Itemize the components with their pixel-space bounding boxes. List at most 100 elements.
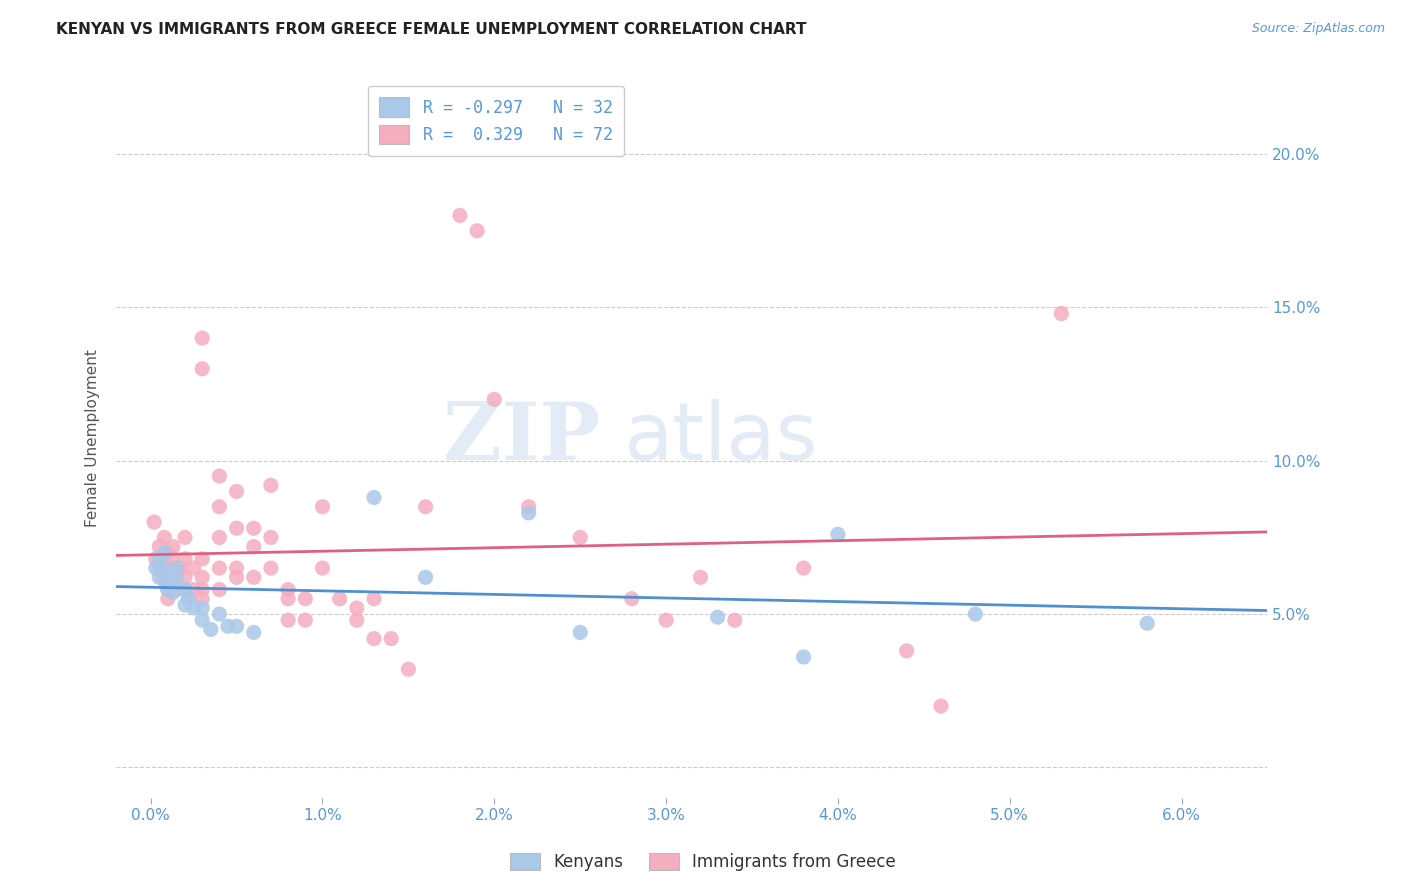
Point bbox=[191, 601, 214, 615]
Point bbox=[242, 570, 264, 584]
Point bbox=[965, 607, 987, 621]
Point bbox=[156, 561, 179, 575]
Point bbox=[174, 530, 197, 544]
Legend: Kenyans, Immigrants from Greece: Kenyans, Immigrants from Greece bbox=[502, 845, 904, 880]
Point bbox=[143, 515, 166, 529]
Point bbox=[156, 582, 179, 597]
Point bbox=[929, 699, 952, 714]
Point bbox=[174, 582, 197, 597]
Point bbox=[155, 576, 177, 591]
Point bbox=[242, 521, 264, 535]
Text: Source: ZipAtlas.com: Source: ZipAtlas.com bbox=[1251, 22, 1385, 36]
Point bbox=[145, 552, 167, 566]
Point bbox=[191, 582, 214, 597]
Point bbox=[569, 625, 592, 640]
Point bbox=[689, 570, 711, 584]
Point bbox=[793, 561, 815, 575]
Point bbox=[242, 540, 264, 554]
Point bbox=[148, 552, 170, 566]
Point bbox=[208, 607, 231, 621]
Point bbox=[517, 500, 540, 514]
Point bbox=[569, 530, 592, 544]
Point bbox=[174, 582, 197, 597]
Point bbox=[311, 500, 333, 514]
Point bbox=[148, 570, 170, 584]
Point bbox=[484, 392, 506, 407]
Point bbox=[177, 591, 200, 606]
Point bbox=[706, 610, 728, 624]
Point bbox=[260, 530, 283, 544]
Point bbox=[208, 561, 231, 575]
Point bbox=[1136, 616, 1159, 631]
Point bbox=[260, 561, 283, 575]
Point bbox=[191, 331, 214, 345]
Point bbox=[153, 546, 176, 560]
Point bbox=[160, 552, 183, 566]
Point bbox=[165, 567, 187, 582]
Point bbox=[724, 613, 747, 627]
Point bbox=[208, 582, 231, 597]
Text: atlas: atlas bbox=[623, 399, 817, 476]
Point bbox=[162, 540, 184, 554]
Point bbox=[153, 530, 176, 544]
Point bbox=[217, 619, 239, 633]
Point bbox=[148, 561, 170, 575]
Point bbox=[156, 591, 179, 606]
Point bbox=[380, 632, 402, 646]
Point bbox=[174, 552, 197, 566]
Point bbox=[191, 552, 214, 566]
Point bbox=[517, 506, 540, 520]
Point bbox=[225, 570, 247, 584]
Legend: R = -0.297   N = 32, R =  0.329   N = 72: R = -0.297 N = 32, R = 0.329 N = 72 bbox=[368, 86, 624, 156]
Point bbox=[225, 484, 247, 499]
Point bbox=[793, 650, 815, 665]
Point bbox=[160, 570, 183, 584]
Point bbox=[191, 591, 214, 606]
Point bbox=[165, 561, 187, 575]
Point bbox=[415, 500, 437, 514]
Point bbox=[191, 361, 214, 376]
Point bbox=[174, 570, 197, 584]
Point bbox=[200, 623, 222, 637]
Point bbox=[208, 530, 231, 544]
Point bbox=[165, 582, 187, 597]
Point bbox=[415, 570, 437, 584]
Point bbox=[242, 625, 264, 640]
Point bbox=[294, 613, 316, 627]
Point bbox=[329, 591, 352, 606]
Point bbox=[277, 582, 299, 597]
Point bbox=[277, 613, 299, 627]
Point bbox=[346, 601, 368, 615]
Point bbox=[363, 491, 385, 505]
Point bbox=[449, 209, 471, 223]
Point bbox=[465, 224, 488, 238]
Point bbox=[169, 561, 191, 575]
Text: ZIP: ZIP bbox=[443, 399, 600, 476]
Point bbox=[152, 561, 174, 575]
Point bbox=[346, 613, 368, 627]
Point bbox=[174, 598, 197, 612]
Point bbox=[156, 582, 179, 597]
Point bbox=[655, 613, 678, 627]
Point bbox=[896, 644, 918, 658]
Point bbox=[191, 570, 214, 584]
Point bbox=[225, 619, 247, 633]
Point bbox=[156, 567, 179, 582]
Point bbox=[152, 570, 174, 584]
Point bbox=[620, 591, 643, 606]
Point bbox=[183, 601, 205, 615]
Point bbox=[277, 591, 299, 606]
Point bbox=[208, 469, 231, 483]
Point bbox=[148, 540, 170, 554]
Point bbox=[225, 561, 247, 575]
Point bbox=[827, 527, 849, 541]
Point bbox=[363, 591, 385, 606]
Point bbox=[260, 478, 283, 492]
Point bbox=[1050, 307, 1073, 321]
Point bbox=[208, 500, 231, 514]
Point bbox=[294, 591, 316, 606]
Point bbox=[162, 585, 184, 599]
Point bbox=[177, 591, 200, 606]
Point bbox=[156, 546, 179, 560]
Point bbox=[165, 574, 187, 588]
